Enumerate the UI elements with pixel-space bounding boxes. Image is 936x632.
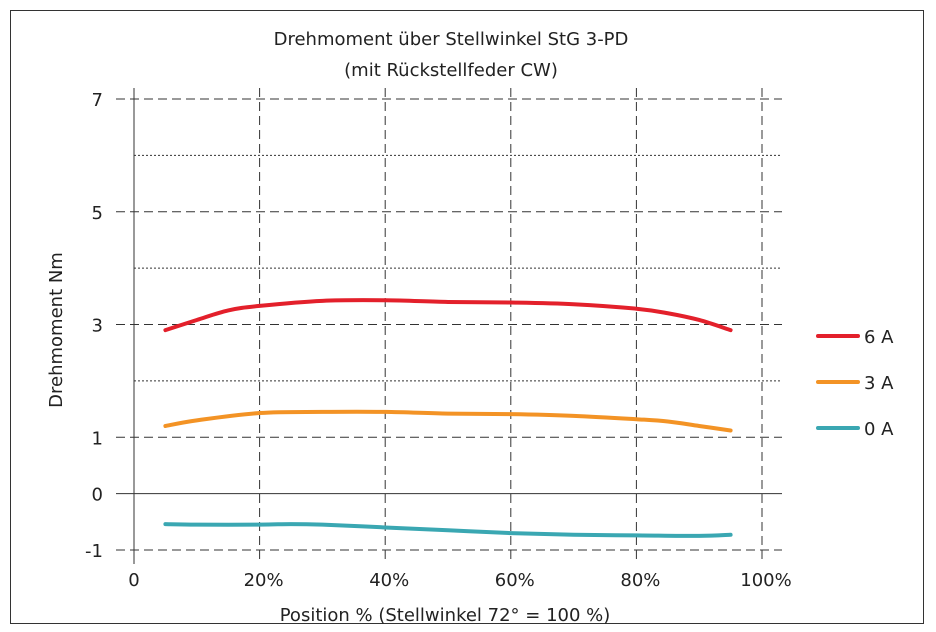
x-tick-label: 100% — [740, 570, 791, 591]
x-tick-label: 20% — [244, 570, 284, 591]
y-tick-label: 1 — [92, 428, 103, 449]
chart-title: Drehmoment über Stellwinkel StG 3-PD — [274, 29, 629, 50]
y-tick-label: 5 — [92, 203, 103, 224]
chart-frame — [10, 10, 924, 624]
series-line-0a — [163, 522, 733, 538]
y-tick-label: 3 — [92, 316, 103, 337]
chart-subtitle: (mit Rückstellfeder CW) — [344, 60, 558, 81]
x-tick-label: 80% — [620, 570, 660, 591]
y-tick-label: 0 — [92, 485, 103, 506]
series-line-3a — [163, 409, 733, 433]
series-line-6a — [163, 298, 733, 333]
legend-label: 6 A — [864, 327, 894, 348]
y-axis-label: Drehmoment Nm — [46, 252, 67, 408]
legend-label: 0 A — [864, 419, 894, 440]
y-tick-label: 7 — [92, 90, 103, 111]
y-tick-label: -1 — [85, 541, 103, 562]
legend-label: 3 A — [864, 373, 894, 394]
x-tick-label: 0 — [128, 570, 139, 591]
x-tick-label: 40% — [369, 570, 409, 591]
x-tick-label: 60% — [495, 570, 535, 591]
x-axis-label: Position % (Stellwinkel 72° = 100 %) — [280, 605, 611, 626]
